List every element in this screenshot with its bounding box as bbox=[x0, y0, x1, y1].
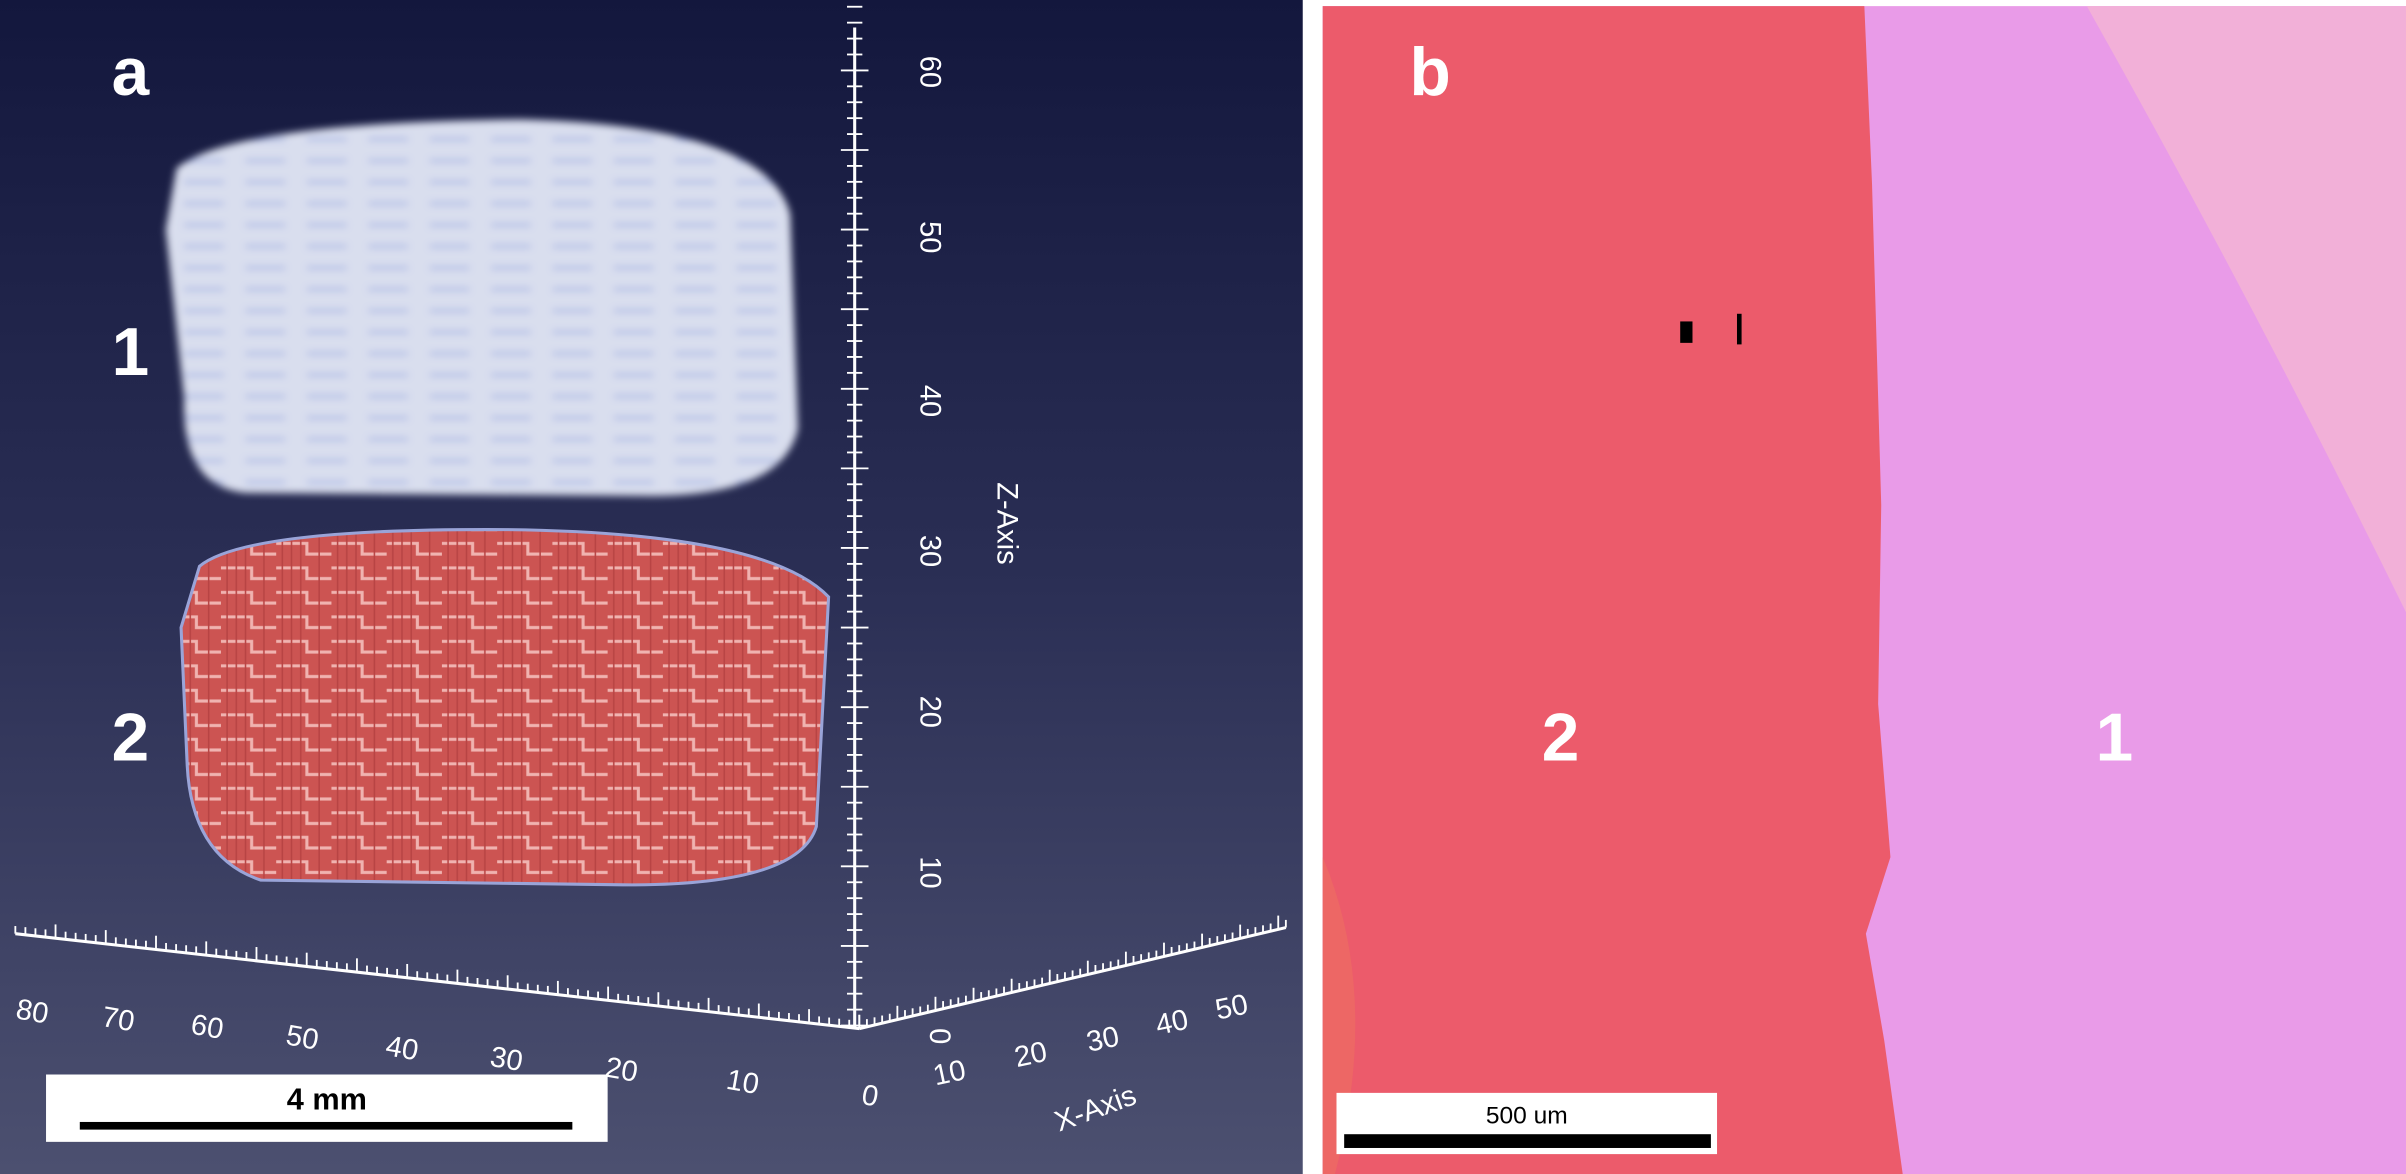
scale-bar bbox=[1344, 1134, 1711, 1148]
scale-bar-label: 500 um bbox=[1486, 1103, 1568, 1130]
z-tick-label: 30 bbox=[914, 535, 946, 567]
x-tick-label: 0 bbox=[859, 1079, 881, 1113]
x-tick-label: 30 bbox=[488, 1041, 526, 1078]
axes-ticks: 60 50 40 30 20 10 80 70 60 50 40 30 20 10 0 0 10 20 30 40 50 bbox=[14, 5, 1287, 1113]
y-tick-label: 0 bbox=[923, 1028, 955, 1044]
scale-bar-box bbox=[46, 1074, 608, 1142]
panel-label: b bbox=[1409, 35, 1450, 110]
scale-bar-label: 4 mm bbox=[287, 1083, 367, 1117]
x-tick-label: 50 bbox=[284, 1020, 322, 1057]
defect bbox=[1736, 313, 1742, 345]
object-1 bbox=[165, 119, 798, 496]
z-tick-label: 40 bbox=[914, 385, 946, 417]
region-2-area bbox=[1322, 6, 1903, 1174]
panel-b: b 2 1 500 um bbox=[1322, 6, 2406, 1174]
x-tick-label: 10 bbox=[724, 1064, 762, 1101]
region-1-grain bbox=[2086, 6, 2406, 613]
y-tick-label: 10 bbox=[930, 1054, 968, 1092]
x-tick-label: 40 bbox=[383, 1030, 421, 1067]
y-tick-label: 50 bbox=[1213, 989, 1251, 1027]
object-2 bbox=[179, 528, 831, 887]
y-tick-label: 30 bbox=[1084, 1021, 1122, 1059]
region-label: 1 bbox=[2096, 701, 2134, 776]
panel-a: 60 50 40 30 20 10 80 70 60 50 40 30 20 10 0 0 10 20 30 40 50… bbox=[0, 0, 1303, 1174]
y-tick-label: 40 bbox=[1153, 1004, 1191, 1042]
region-label: 2 bbox=[1542, 701, 1580, 776]
scale-bar bbox=[79, 1121, 573, 1130]
panel-label: a bbox=[112, 35, 150, 110]
z-tick-label: 20 bbox=[914, 696, 946, 728]
x-tick-label: 80 bbox=[14, 994, 52, 1031]
z-tick-label: 60 bbox=[914, 56, 946, 88]
object-label: 1 bbox=[112, 315, 150, 390]
z-tick-label: 50 bbox=[914, 221, 946, 253]
x-tick-label: 20 bbox=[603, 1052, 641, 1089]
x-tick-label: 70 bbox=[99, 1001, 137, 1038]
y-tick-label: 20 bbox=[1012, 1036, 1050, 1074]
x-tick-label: 60 bbox=[188, 1009, 226, 1046]
object-label: 2 bbox=[112, 701, 150, 776]
z-tick-label: 10 bbox=[914, 856, 946, 888]
defect bbox=[1680, 321, 1693, 343]
z-axis-title: Z-Axis bbox=[990, 482, 1022, 564]
